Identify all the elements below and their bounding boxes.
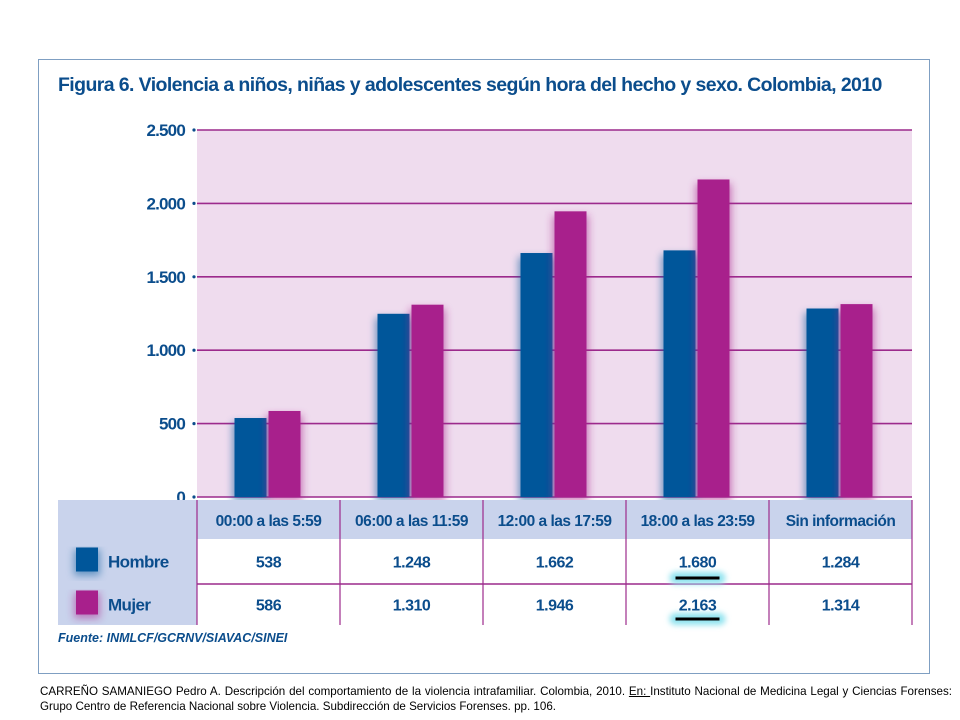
bar-mujer bbox=[268, 410, 301, 497]
ytick-label: 2.500 bbox=[146, 121, 185, 140]
table-cell: 1.284 bbox=[822, 555, 860, 572]
ytick-mark bbox=[192, 422, 196, 426]
table-cell: 1.310 bbox=[393, 598, 431, 615]
ytick-mark bbox=[192, 495, 196, 499]
legend-label: Hombre bbox=[108, 553, 169, 572]
citation-part1: CARREÑO SAMANIEGO Pedro A. Descripción d… bbox=[40, 685, 629, 698]
ytick-label: 2.000 bbox=[146, 194, 185, 213]
table-header-bg bbox=[197, 500, 912, 539]
table-cell: 1.248 bbox=[393, 555, 431, 572]
category-label: Sin información bbox=[786, 513, 896, 530]
ytick-mark bbox=[192, 128, 196, 132]
ytick-label: 1.000 bbox=[146, 341, 185, 360]
bar-hombre bbox=[234, 418, 267, 497]
citation-en: En: bbox=[628, 685, 651, 698]
table-cell: 1.946 bbox=[536, 598, 574, 615]
chart-title: Figura 6. Violencia a niños, niñas y ado… bbox=[58, 74, 882, 96]
bar-hombre bbox=[806, 308, 839, 497]
legend-swatch-mujer bbox=[76, 590, 98, 615]
bar-hombre bbox=[377, 313, 410, 497]
bar-mujer bbox=[411, 304, 444, 497]
bar-mujer bbox=[697, 179, 730, 497]
bar-hombre bbox=[520, 253, 553, 497]
bar-mujer bbox=[840, 304, 873, 497]
ytick-mark bbox=[192, 201, 196, 205]
table-cell: 1.680 bbox=[679, 555, 717, 572]
bar-hombre bbox=[663, 250, 696, 497]
category-label: 12:00 a las 17:59 bbox=[498, 513, 613, 530]
source-note: Fuente: INMLCF/GCRNV/SIAVAC/SINEI bbox=[58, 631, 288, 645]
table-cell: 1.314 bbox=[822, 598, 860, 615]
table-cell: 586 bbox=[256, 598, 282, 615]
table-body-bg bbox=[197, 539, 912, 625]
category-label: 00:00 a las 5:59 bbox=[216, 513, 323, 530]
legend-swatch-hombre bbox=[76, 547, 98, 572]
table-cell: 538 bbox=[256, 555, 282, 572]
bar-mujer bbox=[554, 211, 587, 497]
ytick-mark bbox=[192, 275, 196, 279]
table-cell: 2.163 bbox=[679, 598, 717, 615]
table-cell: 1.662 bbox=[536, 555, 574, 572]
category-label: 06:00 a las 11:59 bbox=[355, 513, 469, 530]
ytick-mark bbox=[192, 348, 196, 352]
ytick-label: 500 bbox=[159, 415, 185, 434]
legend-label: Mujer bbox=[108, 596, 151, 615]
ytick-label: 1.500 bbox=[146, 268, 185, 287]
citation-text: CARREÑO SAMANIEGO Pedro A. Descripción d… bbox=[40, 684, 952, 714]
category-label: 18:00 a las 23:59 bbox=[641, 513, 756, 530]
citation-part2: Instituto Nacional de Medicina Legal y C… bbox=[40, 685, 952, 713]
ytick-label: 0 bbox=[176, 488, 185, 507]
